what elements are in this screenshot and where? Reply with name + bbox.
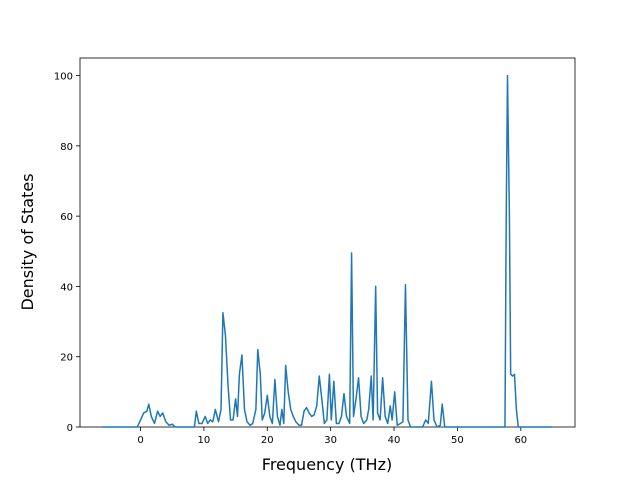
x-tick-label: 50 xyxy=(451,435,464,446)
x-tick-label: 0 xyxy=(137,435,143,446)
x-tick-label: 10 xyxy=(198,435,211,446)
line xyxy=(102,74,553,428)
y-tick-label: 40 xyxy=(60,282,73,293)
y-tick-label: 60 xyxy=(60,212,73,223)
x-tick-label: 30 xyxy=(324,435,337,446)
y-tick-label: 20 xyxy=(60,353,73,364)
y-tick-label: 100 xyxy=(54,72,73,83)
axes-frame xyxy=(79,57,576,428)
y-axis-label: Density of States xyxy=(18,173,37,310)
x-tick-label: 40 xyxy=(388,435,401,446)
x-axis-label: Frequency (THz) xyxy=(262,455,392,474)
x-tick-label: 20 xyxy=(261,435,274,446)
x-tick-label: 60 xyxy=(514,435,527,446)
y-tick-label: 80 xyxy=(60,142,73,153)
y-tick-label: 0 xyxy=(67,423,73,434)
